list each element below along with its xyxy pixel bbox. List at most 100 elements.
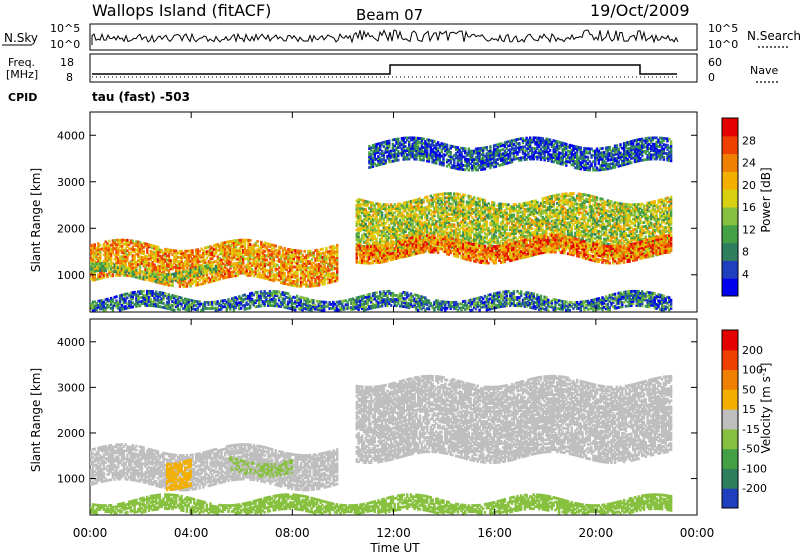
power-cell [280, 246, 282, 249]
power-cell [473, 196, 475, 199]
power-cell [610, 200, 612, 203]
power-cell [199, 279, 201, 282]
power-cell [486, 220, 488, 223]
power-cell [300, 250, 302, 253]
station-title: Wallops Island (fitACF) [92, 1, 271, 20]
power-cell [585, 206, 587, 209]
power-cell [531, 227, 533, 230]
power-cell [603, 223, 605, 226]
power-cell [206, 257, 208, 260]
power-cell [464, 194, 466, 197]
freq-unit-label: [MHz] [6, 68, 38, 81]
power-cell [110, 263, 112, 266]
nsearch-label: N.Search [747, 29, 800, 43]
cpid-text: tau (fast) -503 [92, 90, 190, 104]
power-cell [179, 274, 181, 277]
power-cell [157, 246, 159, 249]
power-cell [284, 247, 286, 250]
nsky-label: N.Sky [4, 31, 38, 45]
nsky-trace [92, 30, 678, 45]
power-cell [336, 244, 338, 247]
power-cell [251, 268, 253, 271]
power-cell [304, 250, 306, 253]
power-cell [135, 269, 137, 272]
power-cell [266, 259, 268, 262]
power-cell [601, 198, 603, 201]
power-cell [284, 272, 286, 275]
power-cell [372, 202, 374, 205]
power-cell [450, 192, 452, 195]
power-cell [453, 223, 455, 226]
power-cell [422, 199, 424, 202]
power-cell [157, 276, 159, 279]
power-cell [260, 241, 262, 244]
power-cell [469, 195, 471, 198]
nsky-panel: N.Sky 10^5 10^0 10^5 10^0 N.Search [2, 22, 800, 51]
power-cell [135, 274, 137, 277]
power-cell [123, 265, 125, 268]
power-cell [381, 211, 383, 214]
power-cell [153, 264, 155, 267]
power-cell [368, 242, 370, 245]
power-cell [139, 275, 141, 278]
nsky-tick-bottom: 10^0 [50, 38, 80, 51]
nsky-tick-top: 10^5 [50, 22, 80, 35]
power-cell [487, 227, 489, 230]
power-cell [115, 264, 117, 267]
power-cell [484, 199, 486, 202]
power-cell [108, 240, 110, 243]
power-cell [596, 196, 598, 199]
power-cell [215, 270, 217, 273]
freq-panel: Freq. [MHz] 18 8 60 0 Nave [6, 54, 780, 84]
power-cell [204, 259, 206, 262]
power-cell [128, 267, 130, 270]
power-cell [365, 208, 367, 211]
power-cell [572, 192, 574, 195]
power-cell [487, 202, 489, 205]
freq-tick-top: 18 [60, 56, 74, 69]
power-cell [513, 214, 515, 217]
power-cell [556, 206, 558, 209]
power-cell [256, 240, 258, 243]
power-cell [215, 265, 217, 268]
power-cell [493, 202, 495, 205]
power-cell [495, 235, 497, 238]
power-cell [132, 240, 134, 243]
power-cell [375, 238, 377, 241]
nsearch-tick-bottom: 10^0 [708, 38, 738, 51]
cpid-label: CPID [8, 91, 37, 104]
power-cell [199, 250, 201, 253]
power-cell [325, 247, 327, 250]
power-cell [143, 250, 145, 253]
power-cell [585, 216, 587, 219]
power-cell [365, 223, 367, 226]
power-panel: Slant Range [km] [29, 112, 697, 312]
nave-tick-bottom: 0 [708, 71, 715, 84]
nave-label: Nave [750, 64, 778, 77]
power-cell [359, 215, 361, 218]
power-cell [426, 214, 428, 217]
power-cell [168, 280, 170, 283]
power-cell [322, 248, 324, 251]
power-cell [139, 241, 141, 244]
power-cell [426, 196, 428, 199]
power-cell [596, 217, 598, 220]
power-cell [256, 244, 258, 247]
beam-title: Beam 07 [356, 6, 423, 24]
power-cell [374, 235, 376, 238]
power-cell [276, 264, 278, 267]
power-cell [211, 263, 213, 266]
power-cell [191, 249, 193, 252]
nave-tick-top: 60 [708, 56, 722, 69]
power-cell [553, 201, 555, 204]
power-cell [171, 282, 173, 285]
power-cell [161, 249, 163, 252]
freq-trace [92, 65, 677, 74]
freq-tick-bottom: 8 [66, 71, 73, 84]
power-cell [94, 243, 96, 246]
power-cell [153, 273, 155, 276]
nsearch-tick-top: 10^5 [708, 22, 738, 35]
power-cell [258, 271, 260, 274]
power-cell [249, 239, 251, 242]
